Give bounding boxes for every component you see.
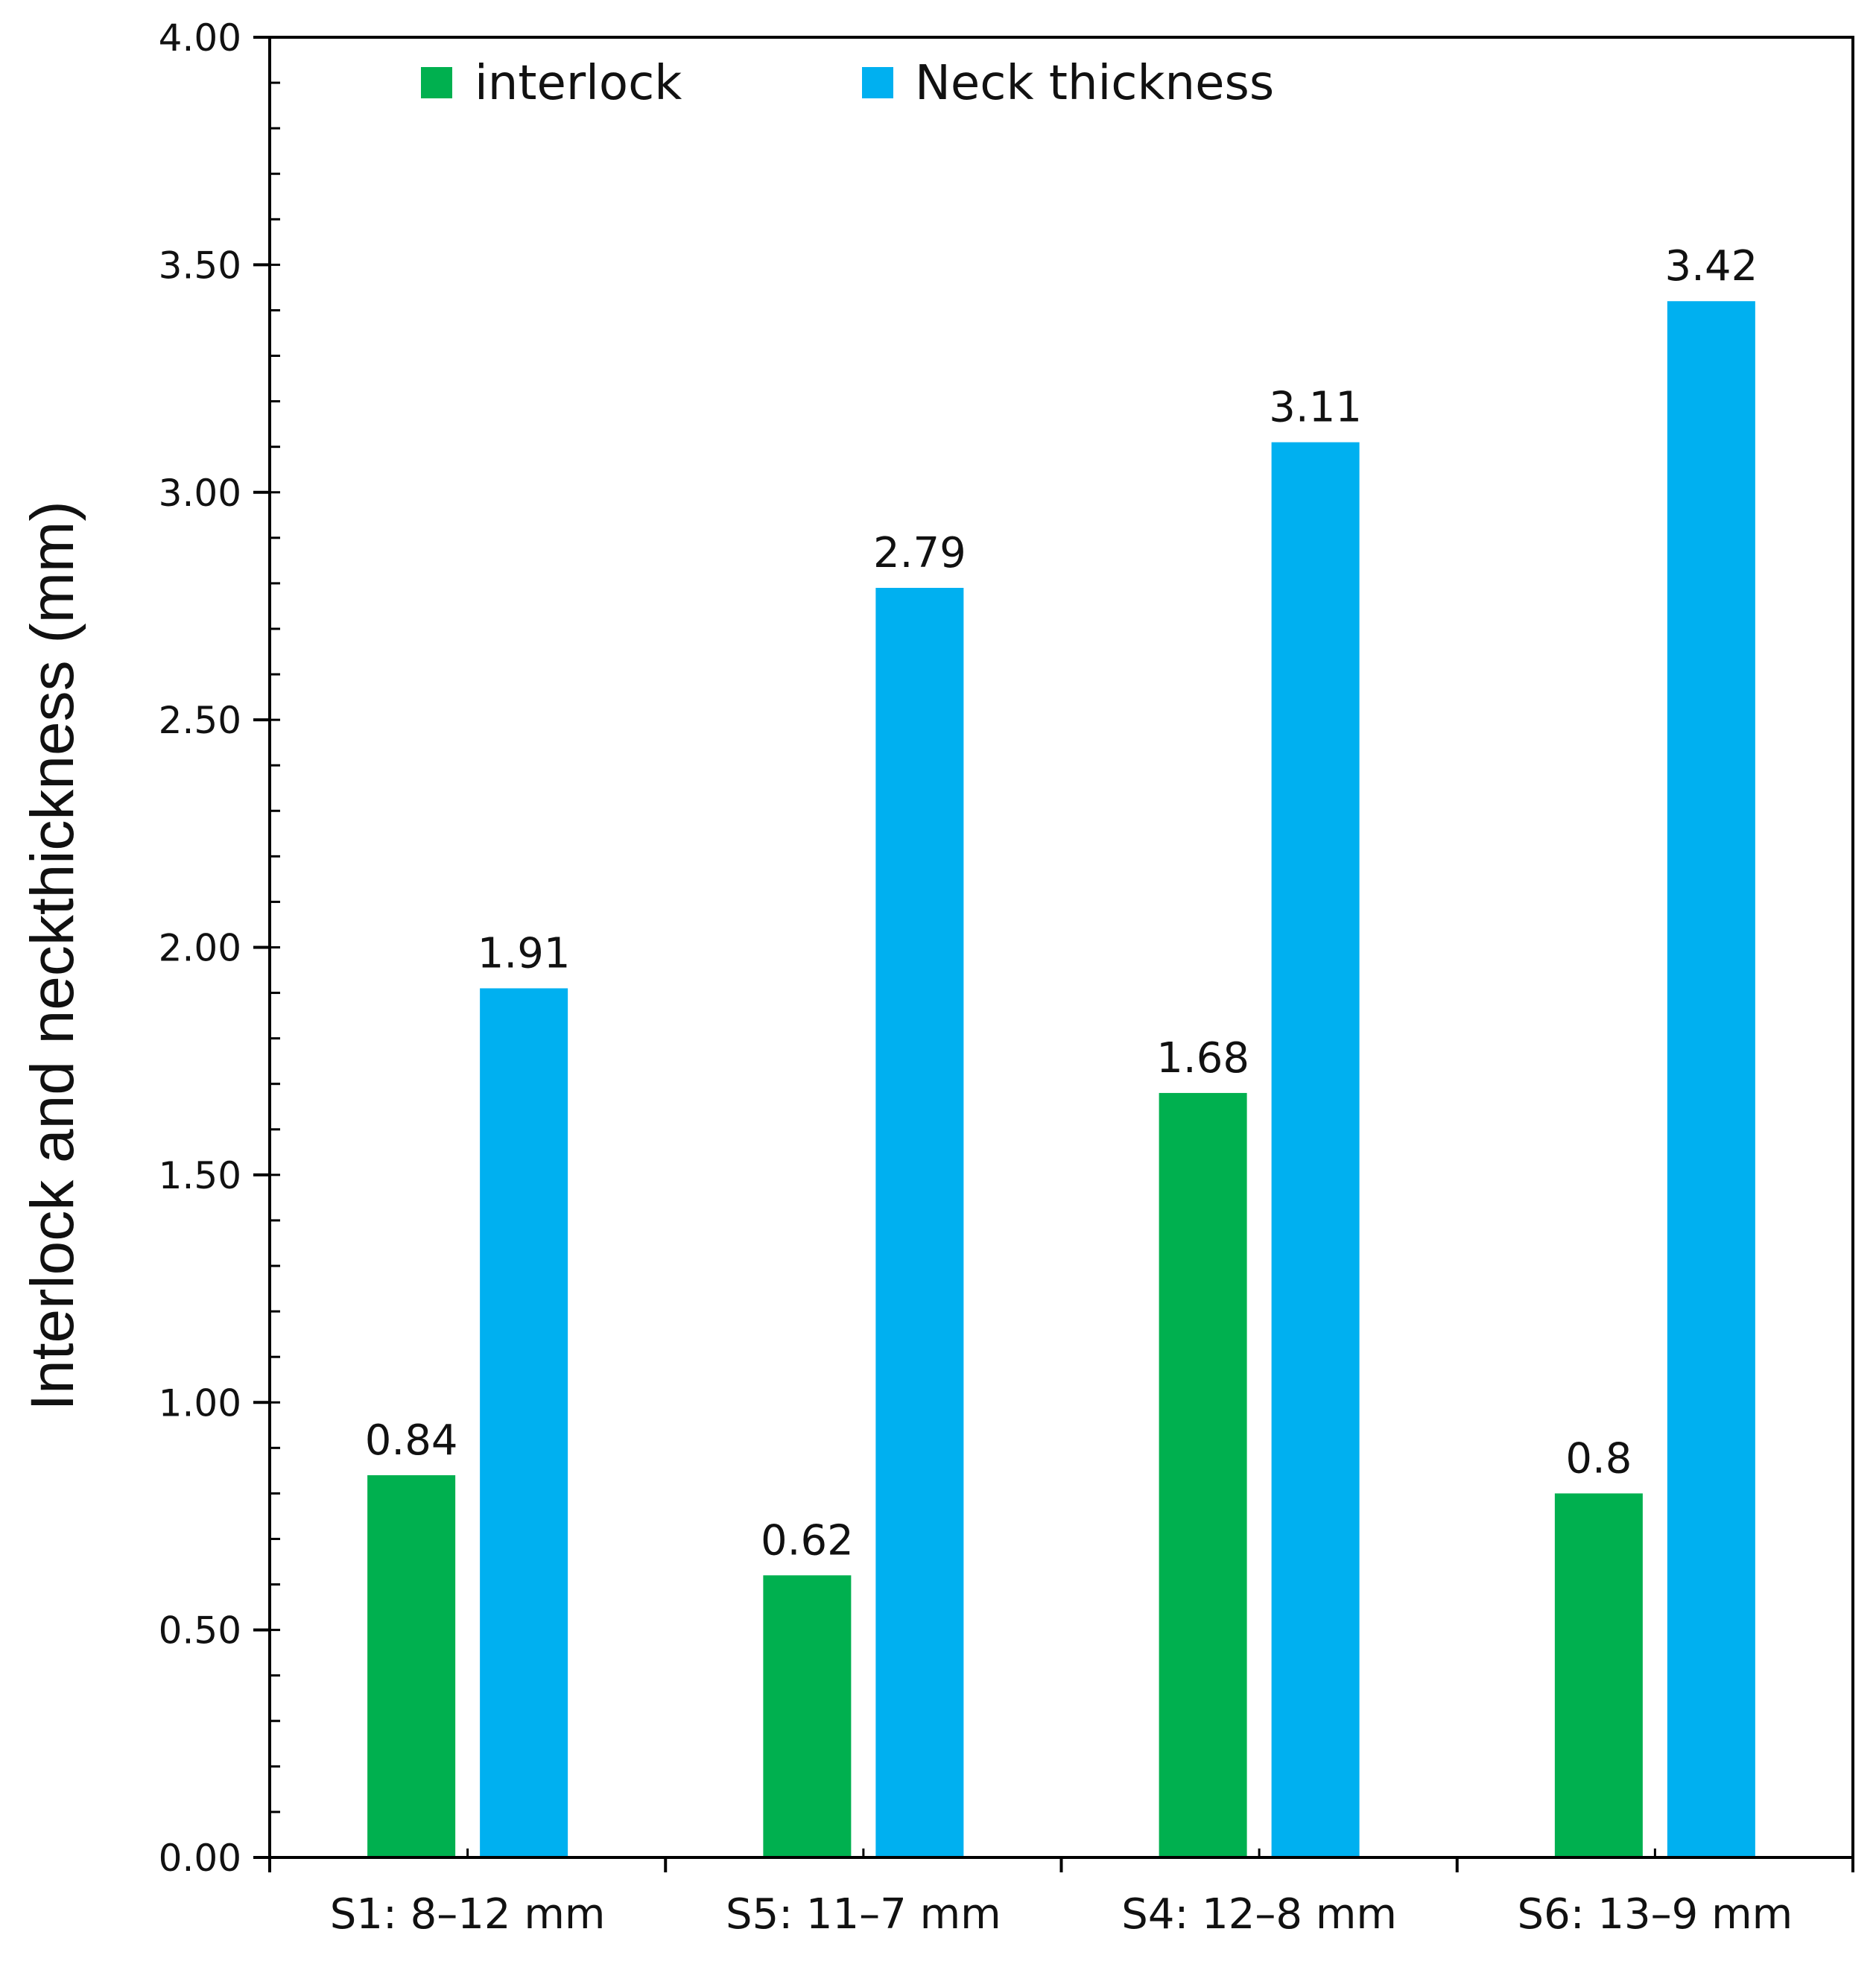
y-tick-label: 1.00 [159,1381,241,1425]
data-label-neck-thickness-s6-13-9-mm: 3.42 [1665,242,1758,291]
bar-interlock-s1-8-12-mm [367,1474,456,1857]
bar-interlock-s5-11-7-mm [763,1575,852,1857]
data-label-interlock-s6-13-9-mm: 0.8 [1565,1434,1632,1483]
y-tick-label: 0.00 [159,1837,241,1880]
y-tick-label: 1.50 [159,1154,241,1197]
bar-neck-thickness-s1-8-12-mm [480,988,568,1857]
y-tick-label: 2.50 [159,699,241,742]
data-label-neck-thickness-s4-12-8-mm: 3.11 [1269,384,1362,432]
x-tick-label-s4-12-8-mm: S4: 12–8 mm [1121,1890,1397,1939]
x-tick-label-s1-8-12-mm: S1: 8–12 mm [330,1890,606,1939]
data-label-interlock-s1-8-12-mm: 0.84 [365,1416,458,1465]
bar-neck-thickness-s6-13-9-mm [1667,301,1755,1858]
ticks-layer [253,36,1854,1872]
bar-interlock-s4-12-8-mm [1159,1092,1247,1857]
legend-swatch-neck-thickness [862,67,893,98]
y-tick-label: 2.00 [159,927,241,970]
bar-neck-thickness-s5-11-7-mm [875,588,964,1857]
labels-layer: 0.84 1.91 S1: 8–12 mm 0.62 2.79 S5: 11–7 mm 1.… [159,16,1793,1939]
data-label-interlock-s4-12-8-mm: 1.68 [1156,1034,1249,1083]
data-label-neck-thickness-s1-8-12-mm: 1.91 [478,929,571,978]
y-tick-label: 3.50 [159,244,241,287]
y-tick-label: 0.50 [159,1609,241,1653]
bar-neck-thickness-s4-12-8-mm [1271,442,1360,1857]
bars-layer [367,301,1755,1858]
data-label-neck-thickness-s5-11-7-mm: 2.79 [873,529,966,577]
data-label-interlock-s5-11-7-mm: 0.62 [761,1516,854,1565]
legend-label-interlock: interlock [475,56,682,111]
legend: interlock Neck thickness [421,56,1274,111]
y-tick-label: 4.00 [159,16,241,60]
legend-label-neck-thickness: Neck thickness [915,56,1274,111]
legend-swatch-interlock [421,67,452,98]
x-tick-label-s5-11-7-mm: S5: 11–7 mm [726,1890,1001,1939]
y-tick-label: 3.00 [159,472,241,515]
x-tick-label-s6-13-9-mm: S6: 13–9 mm [1518,1890,1793,1939]
bar-interlock-s6-13-9-mm [1554,1493,1643,1857]
y-axis-title: Interlock and neckthickness (mm) [19,501,86,1410]
